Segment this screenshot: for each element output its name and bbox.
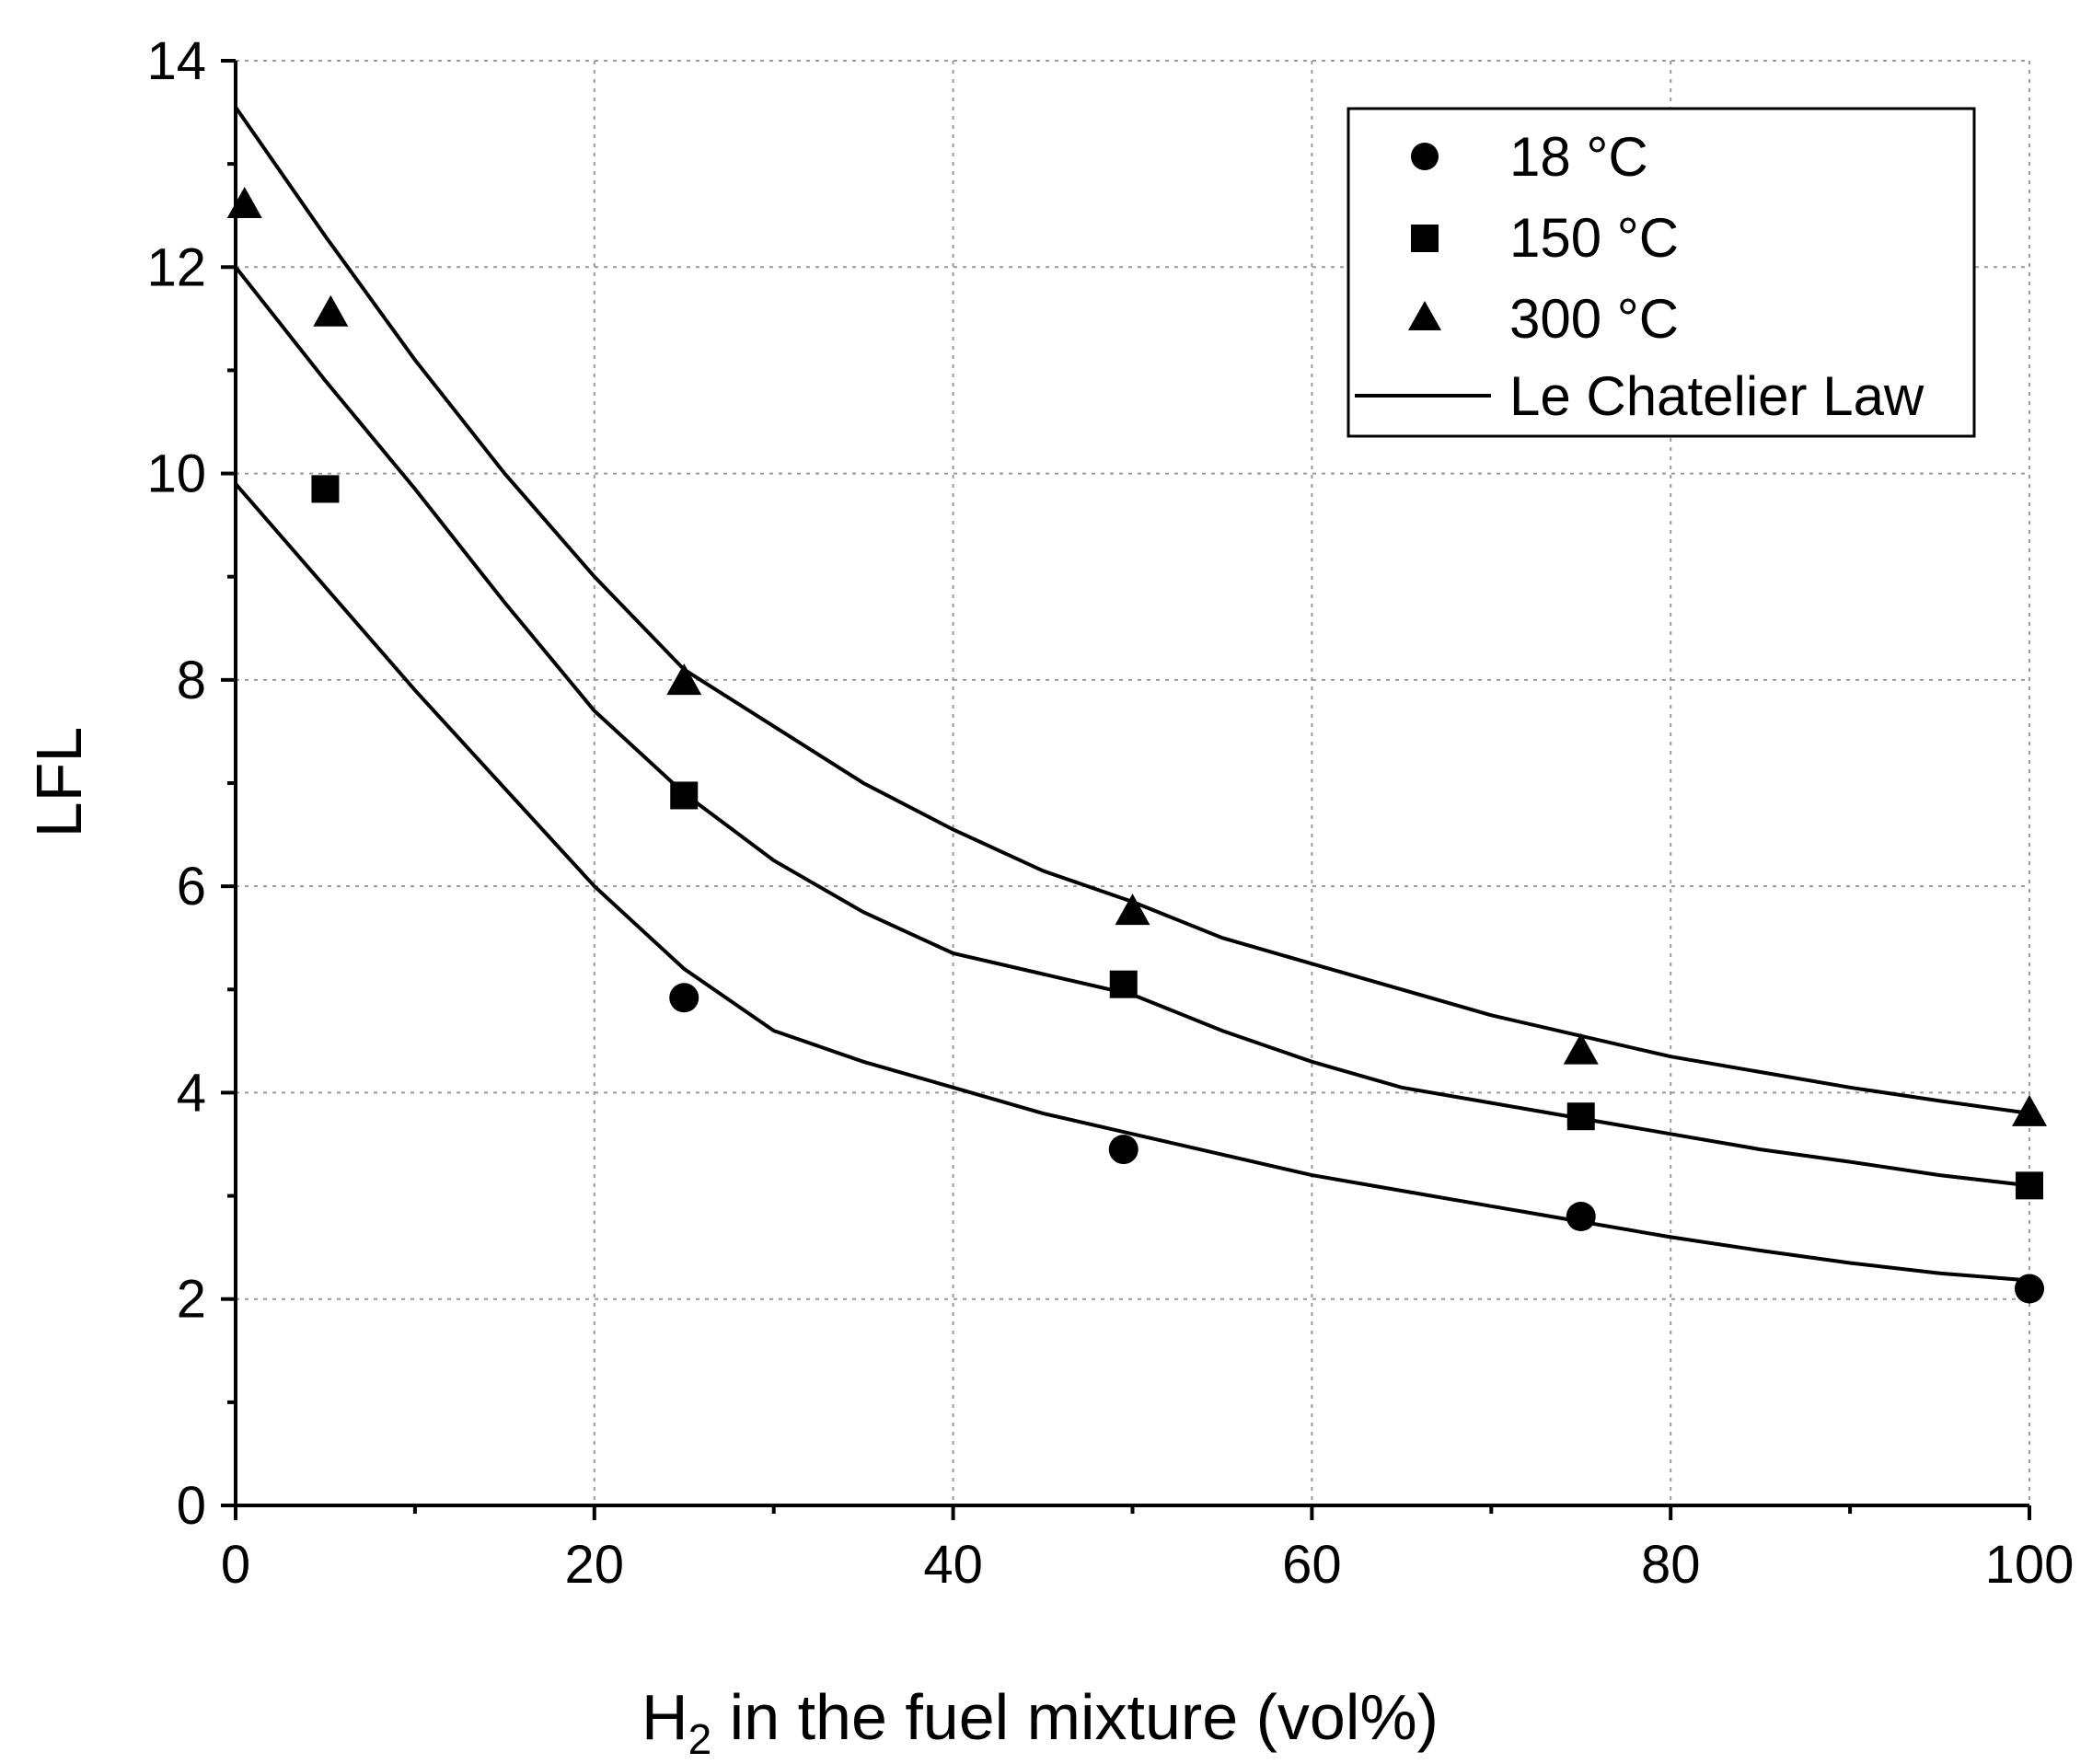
x-axis-title-rest: in the fuel mixture (vol%) — [711, 1681, 1439, 1753]
data-point-square — [311, 475, 340, 503]
y-tick-label: 6 — [177, 857, 206, 917]
legend-label-fit: Le Chatelier Law — [1509, 365, 1924, 427]
data-point-triangle — [313, 294, 349, 327]
y-tick-label: 10 — [146, 444, 206, 504]
data-point-square — [1566, 1102, 1595, 1131]
y-tick-label: 8 — [177, 651, 206, 710]
data-point-triangle — [226, 187, 262, 218]
data-markers — [226, 187, 2047, 1304]
data-point-square — [2016, 1171, 2043, 1200]
legend-label-300c: 300 °C — [1509, 288, 1679, 350]
y-axis-title: LFL — [23, 727, 95, 838]
x-tick-label: 40 — [923, 1535, 983, 1595]
data-point-circle — [1566, 1202, 1596, 1231]
data-point-triangle — [1563, 1032, 1599, 1065]
legend-label-150c: 150 °C — [1509, 207, 1679, 269]
data-point-circle — [2015, 1274, 2044, 1304]
axes: 0 20 40 60 80 100 0 2 4 6 8 10 12 14 — [146, 31, 2074, 1595]
legend-marker-18c — [1411, 143, 1439, 170]
x-tick-label: 60 — [1282, 1535, 1342, 1595]
y-tick-label: 2 — [177, 1270, 206, 1330]
x-tick-label: 20 — [565, 1535, 625, 1595]
y-tick-label: 14 — [146, 31, 206, 91]
x-tick-label: 0 — [221, 1535, 250, 1595]
y-tick-label: 4 — [177, 1063, 206, 1123]
x-tick-label: 100 — [1985, 1535, 2075, 1595]
x-tick-label: 80 — [1641, 1535, 1701, 1595]
legend-marker-150c — [1411, 225, 1439, 252]
y-tick-label: 12 — [146, 237, 206, 297]
data-point-circle — [669, 983, 699, 1013]
legend-label-18c: 18 °C — [1509, 126, 1648, 188]
data-point-square — [1109, 970, 1138, 998]
legend: 18 °C 150 °C 300 °C Le Chatelier Law — [1347, 107, 1976, 438]
fit-line — [234, 482, 2030, 1283]
x-axis-title: H2 in the fuel mixture (vol%) — [641, 1681, 1439, 1763]
data-point-circle — [1108, 1135, 1138, 1165]
legend-marker-300c — [1408, 301, 1441, 330]
data-point-triangle — [666, 663, 702, 696]
legend-box — [1347, 107, 1976, 438]
data-point-square — [670, 781, 699, 810]
y-tick-label: 0 — [177, 1476, 206, 1536]
x-axis-title-subscript: 2 — [688, 1715, 712, 1763]
data-point-triangle — [1115, 894, 1150, 926]
data-point-triangle — [2012, 1094, 2047, 1126]
x-axis-title-main: H — [641, 1681, 688, 1753]
